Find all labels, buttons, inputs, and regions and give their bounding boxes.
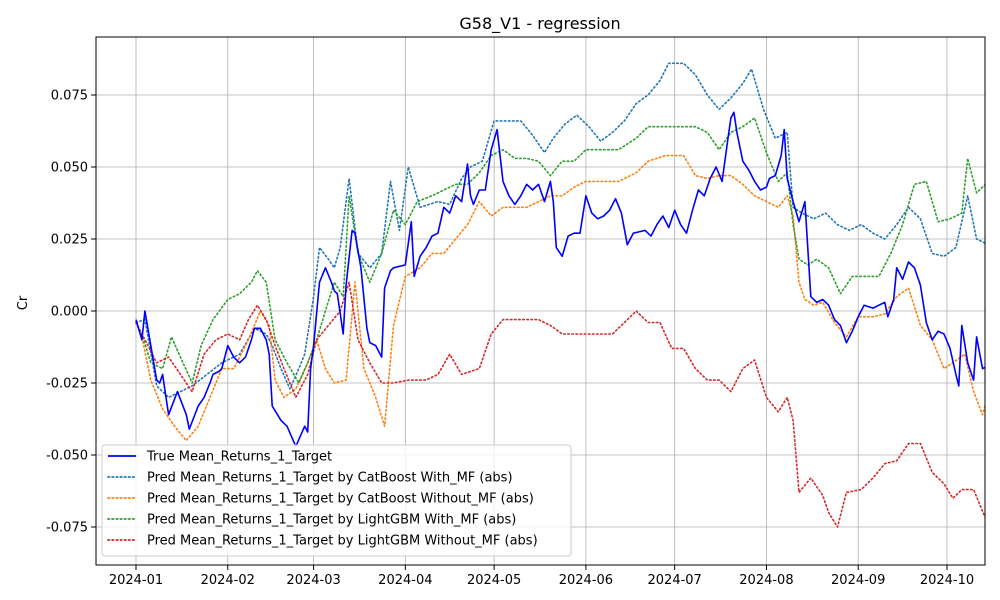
x-tick-label: 2024-02 <box>201 573 255 588</box>
y-tick-label: -0.050 <box>46 449 88 464</box>
series-line-2 <box>135 154 985 442</box>
x-tick-label: 2024-01 <box>109 573 163 588</box>
x-tick-label: 2024-10 <box>920 573 974 588</box>
ticks: 2024-01 2024-02 2024-03 2024-04 2024-05 2024-… <box>46 89 974 589</box>
x-tick-label: 2024-05 <box>467 573 521 588</box>
x-tick-label: 2024-04 <box>378 573 432 588</box>
y-tick-label: 0.050 <box>51 161 88 176</box>
x-tick-label: 2024-06 <box>559 573 613 588</box>
y-axis-label: Cr <box>16 295 31 310</box>
legend-label-3: Pred Mean_Returns_1_Target by LightGBM W… <box>147 513 516 528</box>
x-tick-label: 2024-07 <box>648 573 702 588</box>
x-tick-label: 2024-08 <box>739 573 793 588</box>
series-layer <box>135 62 985 528</box>
x-tick-label: 2024-09 <box>831 573 885 588</box>
legend-label-2: Pred Mean_Returns_1_Target by CatBoost W… <box>147 492 534 507</box>
series-line-4 <box>135 281 985 528</box>
plot-frame <box>95 36 986 566</box>
legend-label-4: Pred Mean_Returns_1_Target by LightGBM W… <box>147 534 538 549</box>
x-tick-label: 2024-03 <box>286 573 340 588</box>
y-tick-label: -0.075 <box>46 521 88 536</box>
legend: True Mean_Returns_1_Target Pred Mean_Retu… <box>101 444 572 557</box>
chart-title: G58_V1 - regression <box>459 14 620 34</box>
series-line-3 <box>135 117 985 384</box>
series-line-0 <box>135 111 985 448</box>
y-tick-label: 0.000 <box>51 305 88 320</box>
legend-label-1: Pred Mean_Returns_1_Target by CatBoost W… <box>147 471 513 486</box>
y-tick-label: 0.025 <box>51 233 88 248</box>
legend-label-0: True Mean_Returns_1_Target <box>146 450 332 465</box>
y-tick-label: 0.075 <box>51 89 88 104</box>
y-tick-label: -0.025 <box>46 377 88 392</box>
legend-box <box>101 444 572 557</box>
